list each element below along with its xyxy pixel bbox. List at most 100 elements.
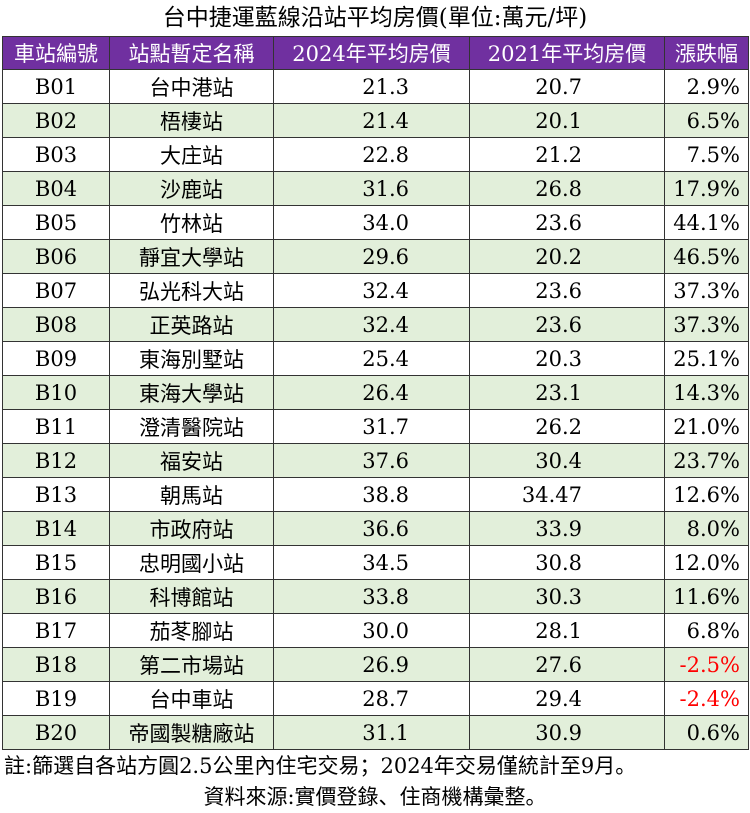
change-cell: 6.8% bbox=[664, 613, 749, 648]
change-cell: 37.3% bbox=[664, 307, 749, 342]
station-id-cell: B20 bbox=[2, 715, 110, 750]
station-id-cell: B06 bbox=[2, 239, 110, 274]
price-2021-cell: 28.1 bbox=[469, 613, 665, 648]
change-cell: 12.0% bbox=[664, 545, 749, 580]
price-2021-cell: 23.6 bbox=[469, 307, 665, 342]
change-cell: 21.0% bbox=[664, 409, 749, 444]
table-row: B12 福安站 37.6 30.4 23.7% bbox=[2, 443, 749, 478]
price-2021-cell: 33.9 bbox=[469, 511, 665, 546]
price-2024-cell: 34.0 bbox=[273, 205, 470, 240]
table-row: B07 弘光科大站 32.4 23.6 37.3% bbox=[2, 273, 749, 308]
price-2024-cell: 31.7 bbox=[273, 409, 470, 444]
station-name-cell: 東海別墅站 bbox=[109, 341, 274, 376]
change-cell: 7.5% bbox=[664, 137, 749, 172]
price-2024-cell: 34.5 bbox=[273, 545, 470, 580]
price-2024-cell: 26.4 bbox=[273, 375, 470, 410]
table-row: B11 澄清醫院站 31.7 26.2 21.0% bbox=[2, 409, 749, 444]
price-2021-cell: 20.7 bbox=[469, 69, 665, 104]
change-cell: 23.7% bbox=[664, 443, 749, 478]
change-cell: 0.6% bbox=[664, 715, 749, 750]
table-row: B15 忠明國小站 34.5 30.8 12.0% bbox=[2, 545, 749, 580]
price-2024-cell: 21.3 bbox=[273, 69, 470, 104]
table-row: B02 梧棲站 21.4 20.1 6.5% bbox=[2, 103, 749, 138]
station-name-cell: 東海大學站 bbox=[109, 375, 274, 410]
price-2024-cell: 33.8 bbox=[273, 579, 470, 614]
station-id-cell: B12 bbox=[2, 443, 110, 478]
table-row: B18 第二市場站 26.9 27.6 -2.5% bbox=[2, 647, 749, 682]
price-2021-cell: 30.4 bbox=[469, 443, 665, 478]
station-id-cell: B17 bbox=[2, 613, 110, 648]
station-id-cell: B11 bbox=[2, 409, 110, 444]
change-cell: 44.1% bbox=[664, 205, 749, 240]
station-name-cell: 茄苳腳站 bbox=[109, 613, 274, 648]
table-row: B01 台中港站 21.3 20.7 2.9% bbox=[2, 69, 749, 104]
station-id-cell: B19 bbox=[2, 681, 110, 716]
price-2021-cell: 30.9 bbox=[469, 715, 665, 750]
price-2021-cell: 27.6 bbox=[469, 647, 665, 682]
price-2024-cell: 26.9 bbox=[273, 647, 470, 682]
table-row: B04 沙鹿站 31.6 26.8 17.9% bbox=[2, 171, 749, 206]
station-name-cell: 台中港站 bbox=[109, 69, 274, 104]
price-2021-cell: 26.2 bbox=[469, 409, 665, 444]
station-id-cell: B15 bbox=[2, 545, 110, 580]
station-name-cell: 沙鹿站 bbox=[109, 171, 274, 206]
price-2021-cell: 29.4 bbox=[469, 681, 665, 716]
change-cell: 37.3% bbox=[664, 273, 749, 308]
price-2024-cell: 29.6 bbox=[273, 239, 470, 274]
price-2024-cell: 30.0 bbox=[273, 613, 470, 648]
station-name-cell: 靜宜大學站 bbox=[109, 239, 274, 274]
header-row: 車站編號 站點暫定名稱 2024年平均房價 2021年平均房價 漲跌幅 bbox=[2, 36, 749, 70]
price-2021-cell: 26.8 bbox=[469, 171, 665, 206]
change-cell: 8.0% bbox=[664, 511, 749, 546]
station-name-cell: 第二市場站 bbox=[109, 647, 274, 682]
station-id-cell: B03 bbox=[2, 137, 110, 172]
station-id-cell: B04 bbox=[2, 171, 110, 206]
change-cell: 6.5% bbox=[664, 103, 749, 138]
price-2021-cell: 23.1 bbox=[469, 375, 665, 410]
table-row: B05 竹林站 34.0 23.6 44.1% bbox=[2, 205, 749, 240]
change-cell: 12.6% bbox=[664, 477, 749, 512]
table-row: B20 帝國製糖廠站 31.1 30.9 0.6% bbox=[2, 715, 749, 750]
change-cell: 17.9% bbox=[664, 171, 749, 206]
header-price-2021: 2021年平均房價 bbox=[469, 36, 665, 70]
price-2024-cell: 32.4 bbox=[273, 307, 470, 342]
station-id-cell: B13 bbox=[2, 477, 110, 512]
station-name-cell: 梧棲站 bbox=[109, 103, 274, 138]
station-name-cell: 帝國製糖廠站 bbox=[109, 715, 274, 750]
station-id-cell: B14 bbox=[2, 511, 110, 546]
station-name-cell: 弘光科大站 bbox=[109, 273, 274, 308]
change-cell: 46.5% bbox=[664, 239, 749, 274]
change-cell: -2.4% bbox=[664, 681, 749, 716]
footnote: 註:篩選自各站方圓2.5公里內住宅交易；2024年交易僅統計至9月。 bbox=[4, 754, 637, 778]
change-cell: 14.3% bbox=[664, 375, 749, 410]
station-name-cell: 市政府站 bbox=[109, 511, 274, 546]
table-row: B09 東海別墅站 25.4 20.3 25.1% bbox=[2, 341, 749, 376]
price-table: 車站編號 站點暫定名稱 2024年平均房價 2021年平均房價 漲跌幅 B01 台… bbox=[2, 36, 749, 750]
station-name-cell: 大庄站 bbox=[109, 137, 274, 172]
header-price-2024: 2024年平均房價 bbox=[273, 36, 470, 70]
header-station-id: 車站編號 bbox=[2, 36, 110, 70]
price-2024-cell: 37.6 bbox=[273, 443, 470, 478]
table-row: B03 大庄站 22.8 21.2 7.5% bbox=[2, 137, 749, 172]
price-2021-cell: 34.47 bbox=[469, 477, 665, 512]
station-name-cell: 福安站 bbox=[109, 443, 274, 478]
station-id-cell: B18 bbox=[2, 647, 110, 682]
station-id-cell: B08 bbox=[2, 307, 110, 342]
change-cell: 2.9% bbox=[664, 69, 749, 104]
price-2024-cell: 21.4 bbox=[273, 103, 470, 138]
header-station-name: 站點暫定名稱 bbox=[109, 36, 274, 70]
station-id-cell: B05 bbox=[2, 205, 110, 240]
table-row: B08 正英路站 32.4 23.6 37.3% bbox=[2, 307, 749, 342]
change-cell: 25.1% bbox=[664, 341, 749, 376]
station-id-cell: B01 bbox=[2, 69, 110, 104]
station-name-cell: 正英路站 bbox=[109, 307, 274, 342]
table-title: 台中捷運藍線沿站平均房價(單位:萬元/坪) bbox=[162, 5, 588, 31]
station-name-cell: 竹林站 bbox=[109, 205, 274, 240]
price-2021-cell: 21.2 bbox=[469, 137, 665, 172]
table-row: B14 市政府站 36.6 33.9 8.0% bbox=[2, 511, 749, 546]
price-2024-cell: 36.6 bbox=[273, 511, 470, 546]
price-2021-cell: 20.2 bbox=[469, 239, 665, 274]
price-2021-cell: 20.3 bbox=[469, 341, 665, 376]
station-id-cell: B09 bbox=[2, 341, 110, 376]
station-id-cell: B16 bbox=[2, 579, 110, 614]
